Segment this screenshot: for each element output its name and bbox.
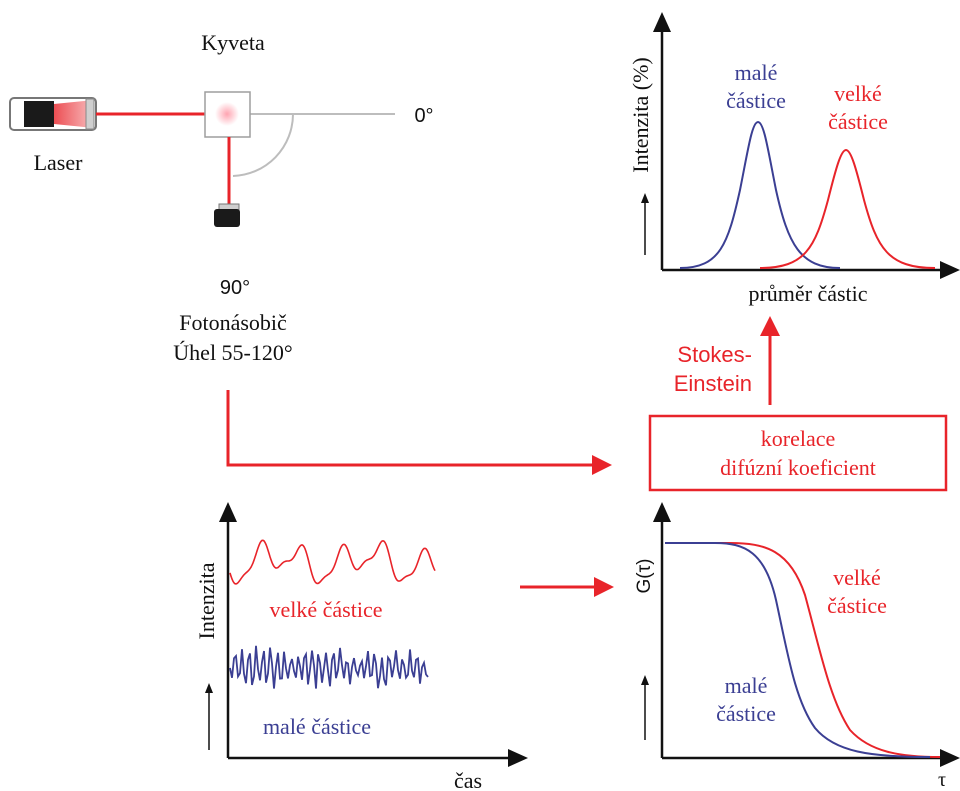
small-particles-signal [229,645,429,689]
corr-xlabel: τ [938,769,946,791]
corr-small-label-line2: částice [716,701,776,726]
size-ylabel-arrowhead [641,193,649,203]
angle-range-label: Úhel 55-120° [173,340,292,365]
signal-xlabel: čas [454,768,482,791]
corr-ylabel: G(τ) [634,559,655,594]
detector-icon [214,203,240,227]
intensity-signal-plot: Intenzita čas velké částice malé částice [194,502,528,791]
small-particles-distribution-curve [679,120,841,269]
size-small-label-line1: malé [735,60,778,85]
small-particles-correlation-curve [665,542,931,758]
detector-label: Fotonásobič [179,310,287,335]
signal-ylabel: Intenzita [194,562,219,639]
corr-large-label-line2: částice [827,593,887,618]
cuvette-label: Kyveta [201,30,265,55]
scattering-angle-arc [232,113,294,177]
signal-y-axis-arrowhead [219,502,237,522]
angle-0-label: 0° [414,105,433,127]
size-large-label-line2: částice [828,109,888,134]
correlation-box-line1: korelace [761,426,836,451]
cuvette-icon [204,91,251,138]
size-small-label-line2: částice [726,88,786,113]
angle-90-label: 90° [220,277,250,299]
stokes-einstein-arrow: Stokes- Einstein [674,316,780,405]
size-y-axis-arrowhead [653,12,671,32]
flow-arrow-to-correlator [226,390,612,475]
setup-group: Kyveta Laser 0° 90° Fotonásobič [9,30,434,365]
corr-small-label-line1: malé [725,673,768,698]
large-particles-signal [229,539,436,585]
corr-y-axis-arrowhead [653,502,671,522]
signal-ylabel-arrowhead [205,683,213,693]
large-particles-distribution-curve [759,148,936,269]
size-ylabel: Intenzita (%) [628,57,653,172]
correlation-box: korelace difúzní koeficient [648,414,948,492]
size-distribution-plot: Intenzita (%) průměr částic malé částice… [628,12,960,306]
signal-large-label: velké částice [270,597,383,622]
large-particles-correlation-curve [665,542,941,758]
corr-ylabel-arrowhead [641,675,649,685]
correlation-box-line2: difúzní koeficient [720,455,876,480]
correlation-function-plot: G(τ) τ velké částice malé částice [634,502,960,791]
signal-x-axis-arrowhead [508,749,528,767]
laser-icon [9,97,97,131]
corr-x-axis-arrowhead [940,749,960,767]
size-xlabel: průměr částic [748,281,867,306]
stokes-label-line2: Einstein [674,371,752,396]
corr-large-label-line1: velké [833,565,881,590]
size-large-label-line1: velké [834,81,882,106]
laser-label: Laser [34,150,84,175]
signal-small-label: malé částice [263,714,371,739]
stokes-label-line1: Stokes- [677,342,752,367]
flow-arrow-to-correlation-plot [520,577,614,597]
size-x-axis-arrowhead [940,261,960,279]
